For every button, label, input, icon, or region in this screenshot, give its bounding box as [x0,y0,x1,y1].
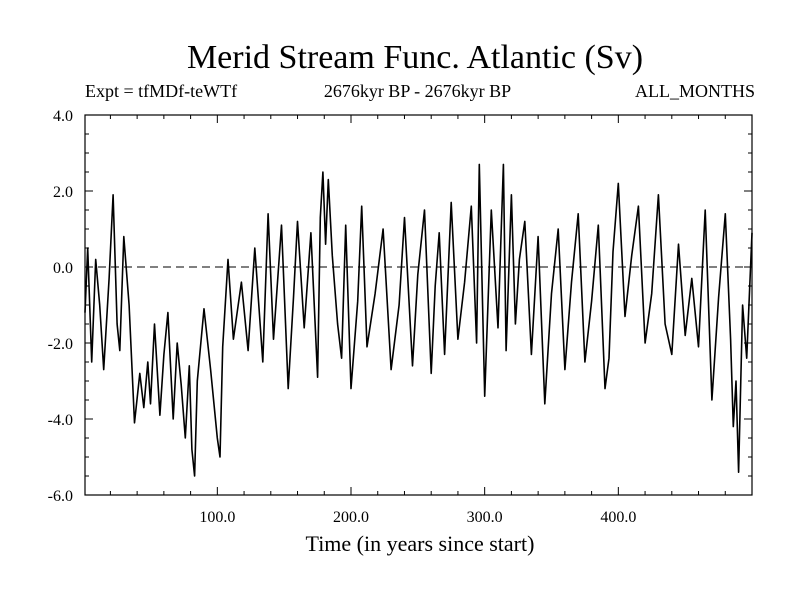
x-tick-label: 300.0 [467,509,503,526]
y-tick-label: -2.0 [48,336,73,353]
y-tick-label: 4.0 [53,108,73,125]
months-label: ALL_MONTHS [635,81,755,101]
series-line [84,163,753,477]
x-tick-label: 200.0 [333,509,369,526]
experiment-label: Expt = tfMDf-teWTf [85,81,238,101]
y-tick-label: -6.0 [48,488,73,505]
x-axis-label: Time (in years since start) [305,531,535,556]
x-tick-label: 400.0 [600,509,636,526]
y-tick-label: 2.0 [53,184,73,201]
x-tick-label: 100.0 [199,509,235,526]
time-range-label: 2676kyr BP - 2676kyr BP [323,81,512,101]
y-tick-label: 0.0 [53,260,73,277]
y-tick-label: -4.0 [48,412,73,429]
chart-title: Merid Stream Func. Atlantic (Sv) [186,39,644,76]
